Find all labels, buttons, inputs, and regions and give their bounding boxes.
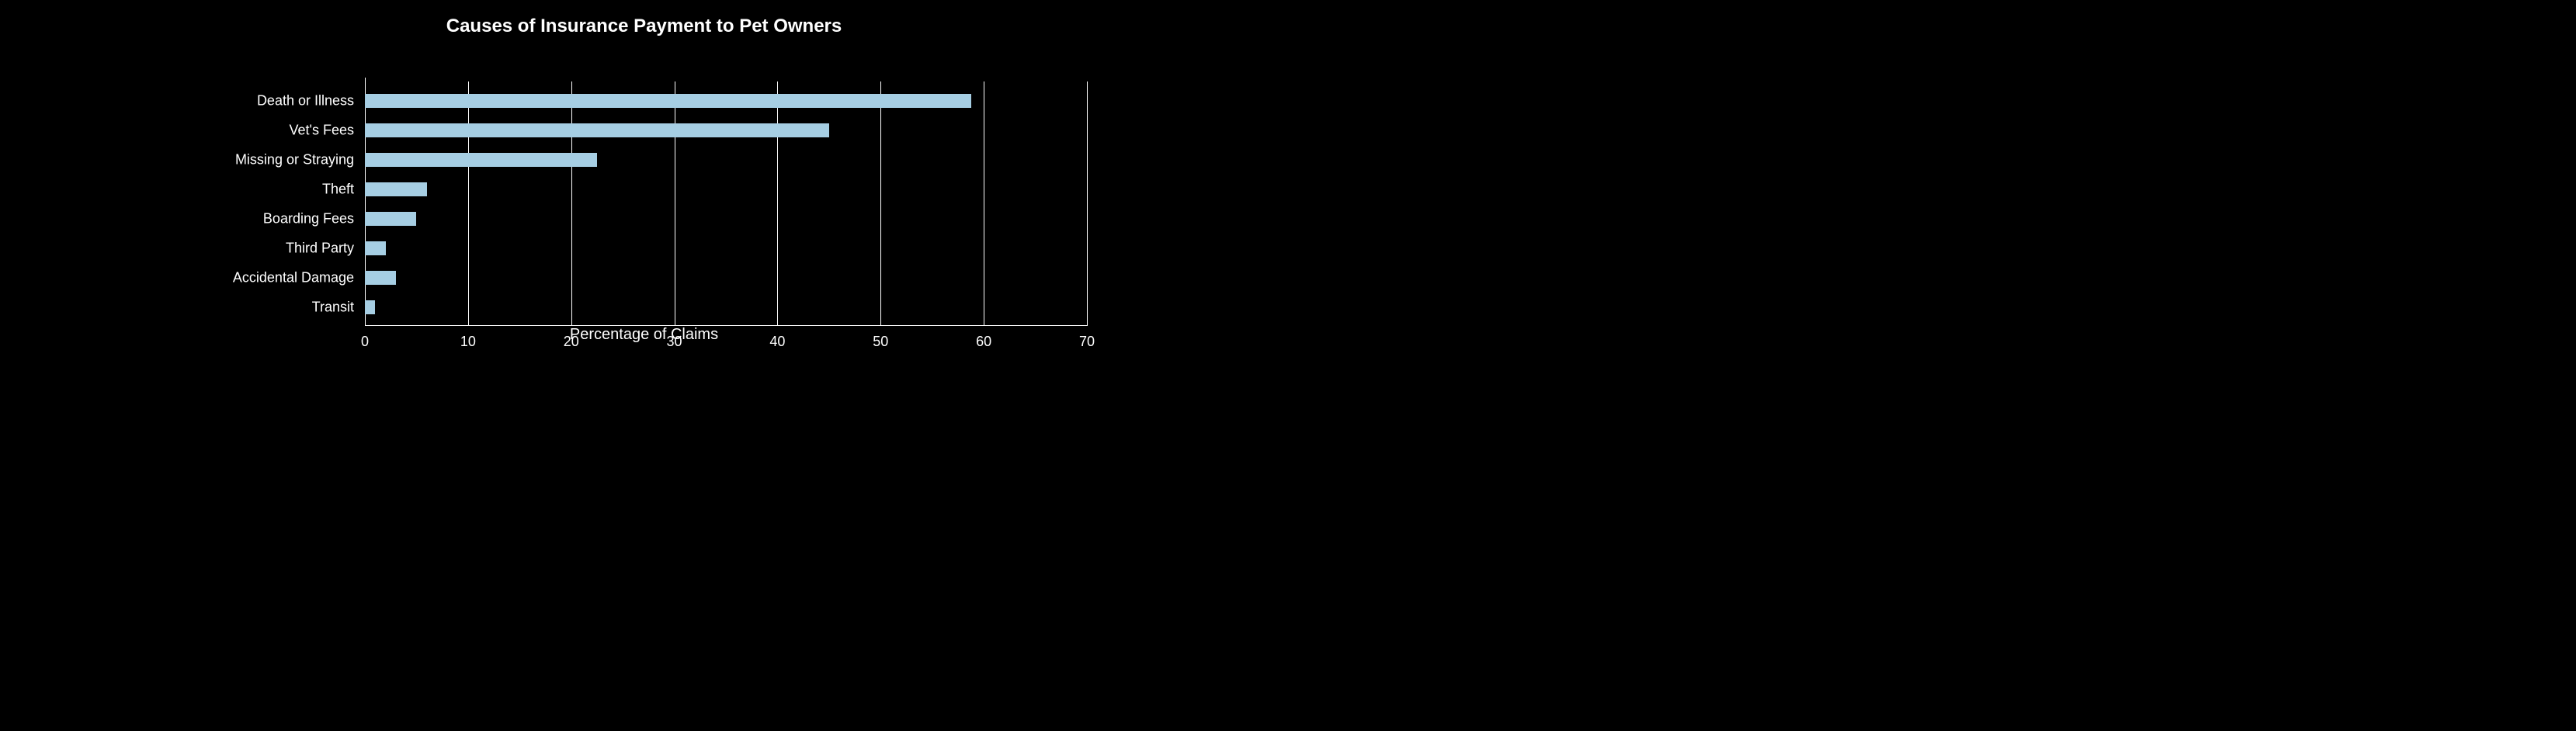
chart-title: Causes of Insurance Payment to Pet Owner…	[0, 16, 1288, 37]
y-tick-label: Death or Illness	[257, 92, 365, 109]
y-tick-label: Third Party	[286, 240, 365, 256]
grid-line	[1087, 81, 1088, 326]
bar	[365, 182, 427, 196]
x-axis-title: Percentage of Claims	[0, 326, 1288, 344]
bar	[365, 212, 416, 226]
y-tick-label: Transit	[312, 299, 365, 315]
y-tick-label: Missing or Straying	[235, 151, 365, 168]
bar	[365, 300, 375, 314]
bar	[365, 123, 829, 137]
bar	[365, 271, 396, 285]
y-tick-label: Accidental Damage	[233, 269, 365, 286]
grid-line	[468, 81, 469, 326]
bar	[365, 153, 597, 167]
plot-area: 010203040506070Death or IllnessVet's Fee…	[365, 81, 1087, 326]
grid-line	[571, 81, 572, 326]
bar	[365, 94, 971, 108]
chart-container: Causes of Insurance Payment to Pet Owner…	[0, 0, 1288, 366]
grid-line	[880, 81, 881, 326]
y-tick-label: Boarding Fees	[263, 210, 365, 227]
y-axis-line	[365, 78, 366, 326]
grid-line	[777, 81, 778, 326]
y-tick-label: Vet's Fees	[290, 122, 365, 138]
bar	[365, 241, 386, 255]
y-tick-label: Theft	[322, 181, 365, 197]
